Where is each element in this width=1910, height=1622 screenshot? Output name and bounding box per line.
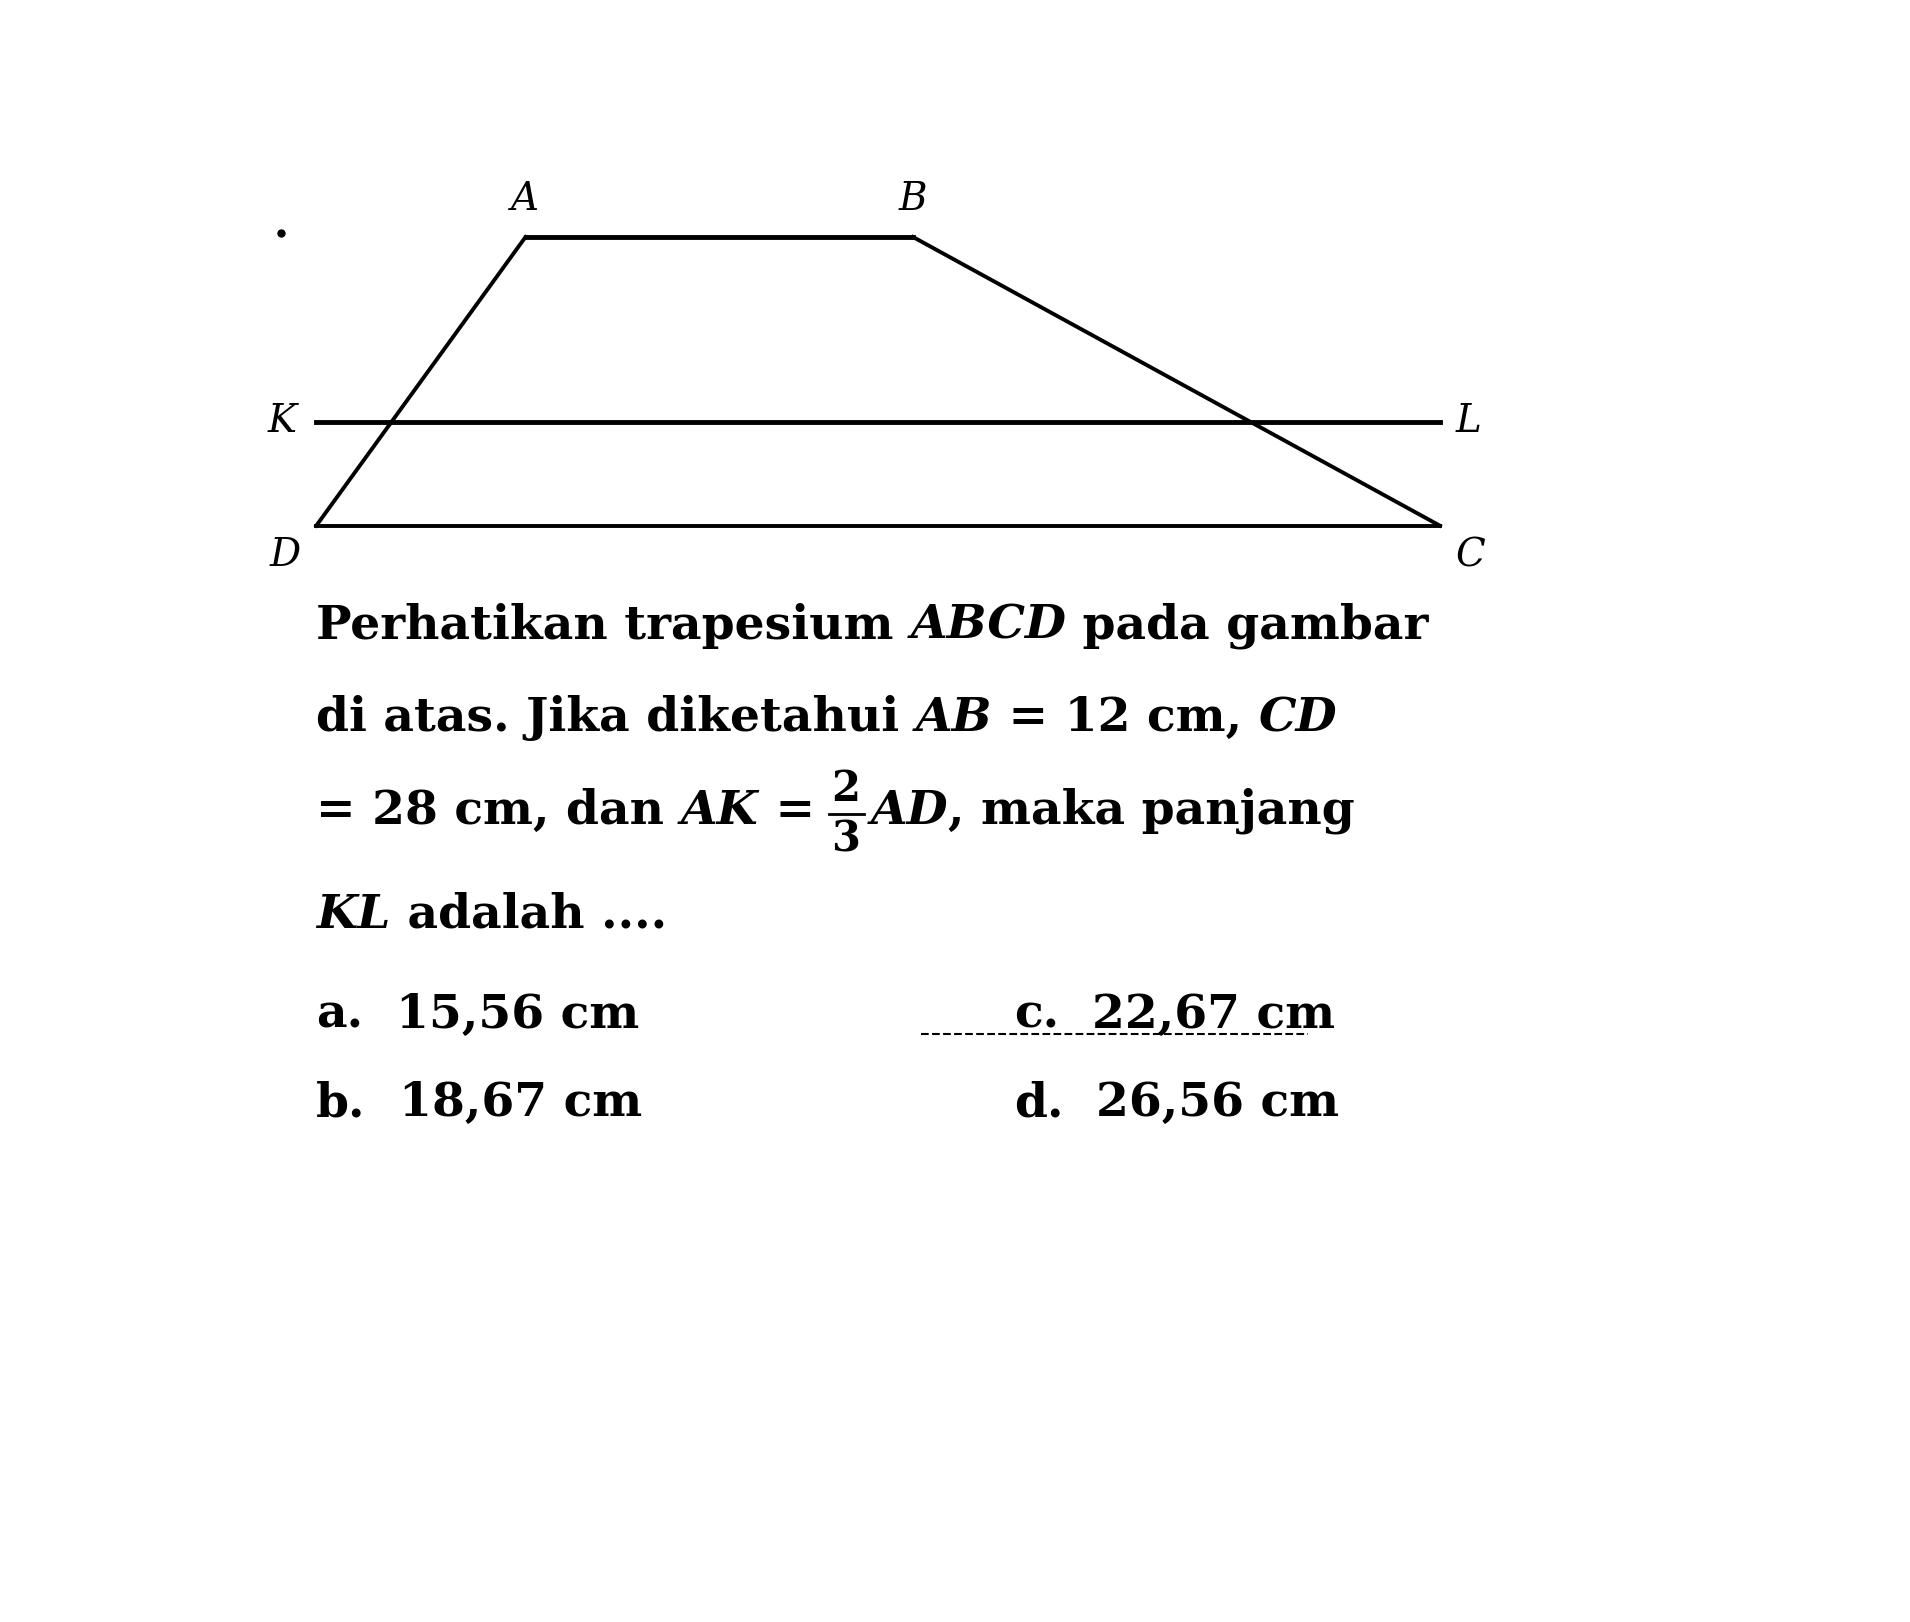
Text: a.: a. (317, 991, 363, 1038)
Text: B: B (900, 180, 928, 217)
Text: di atas. Jika diketahui: di atas. Jika diketahui (317, 696, 917, 741)
Text: AB: AB (917, 696, 993, 741)
Text: 15,56 cm: 15,56 cm (363, 991, 640, 1038)
Text: KL: KL (317, 892, 392, 938)
Text: 26,56 cm: 26,56 cm (1064, 1080, 1339, 1126)
Text: AD: AD (871, 788, 947, 834)
Text: 3: 3 (831, 819, 860, 861)
Text: = 12 cm,: = 12 cm, (993, 696, 1259, 741)
Text: 22,67 cm: 22,67 cm (1058, 991, 1335, 1038)
Text: =: = (758, 788, 831, 834)
Text: = 28 cm, dan: = 28 cm, dan (317, 788, 680, 834)
Text: 2: 2 (831, 769, 860, 809)
Text: L: L (1455, 404, 1482, 440)
Text: d.: d. (1014, 1080, 1064, 1126)
Text: adalah ....: adalah .... (392, 892, 667, 938)
Text: Perhatikan trapesium: Perhatikan trapesium (317, 603, 911, 649)
Text: b.: b. (317, 1080, 365, 1126)
Text: c.: c. (1014, 991, 1058, 1038)
Text: D: D (269, 537, 300, 574)
Text: pada gambar: pada gambar (1066, 603, 1429, 649)
Text: CD: CD (1259, 696, 1337, 741)
Text: , maka panjang: , maka panjang (947, 787, 1354, 834)
Text: A: A (512, 180, 539, 217)
Text: K: K (267, 404, 296, 440)
Text: 18,67 cm: 18,67 cm (365, 1080, 642, 1126)
Text: C: C (1455, 537, 1486, 574)
Text: ABCD: ABCD (911, 603, 1066, 649)
Text: AK: AK (680, 788, 758, 834)
